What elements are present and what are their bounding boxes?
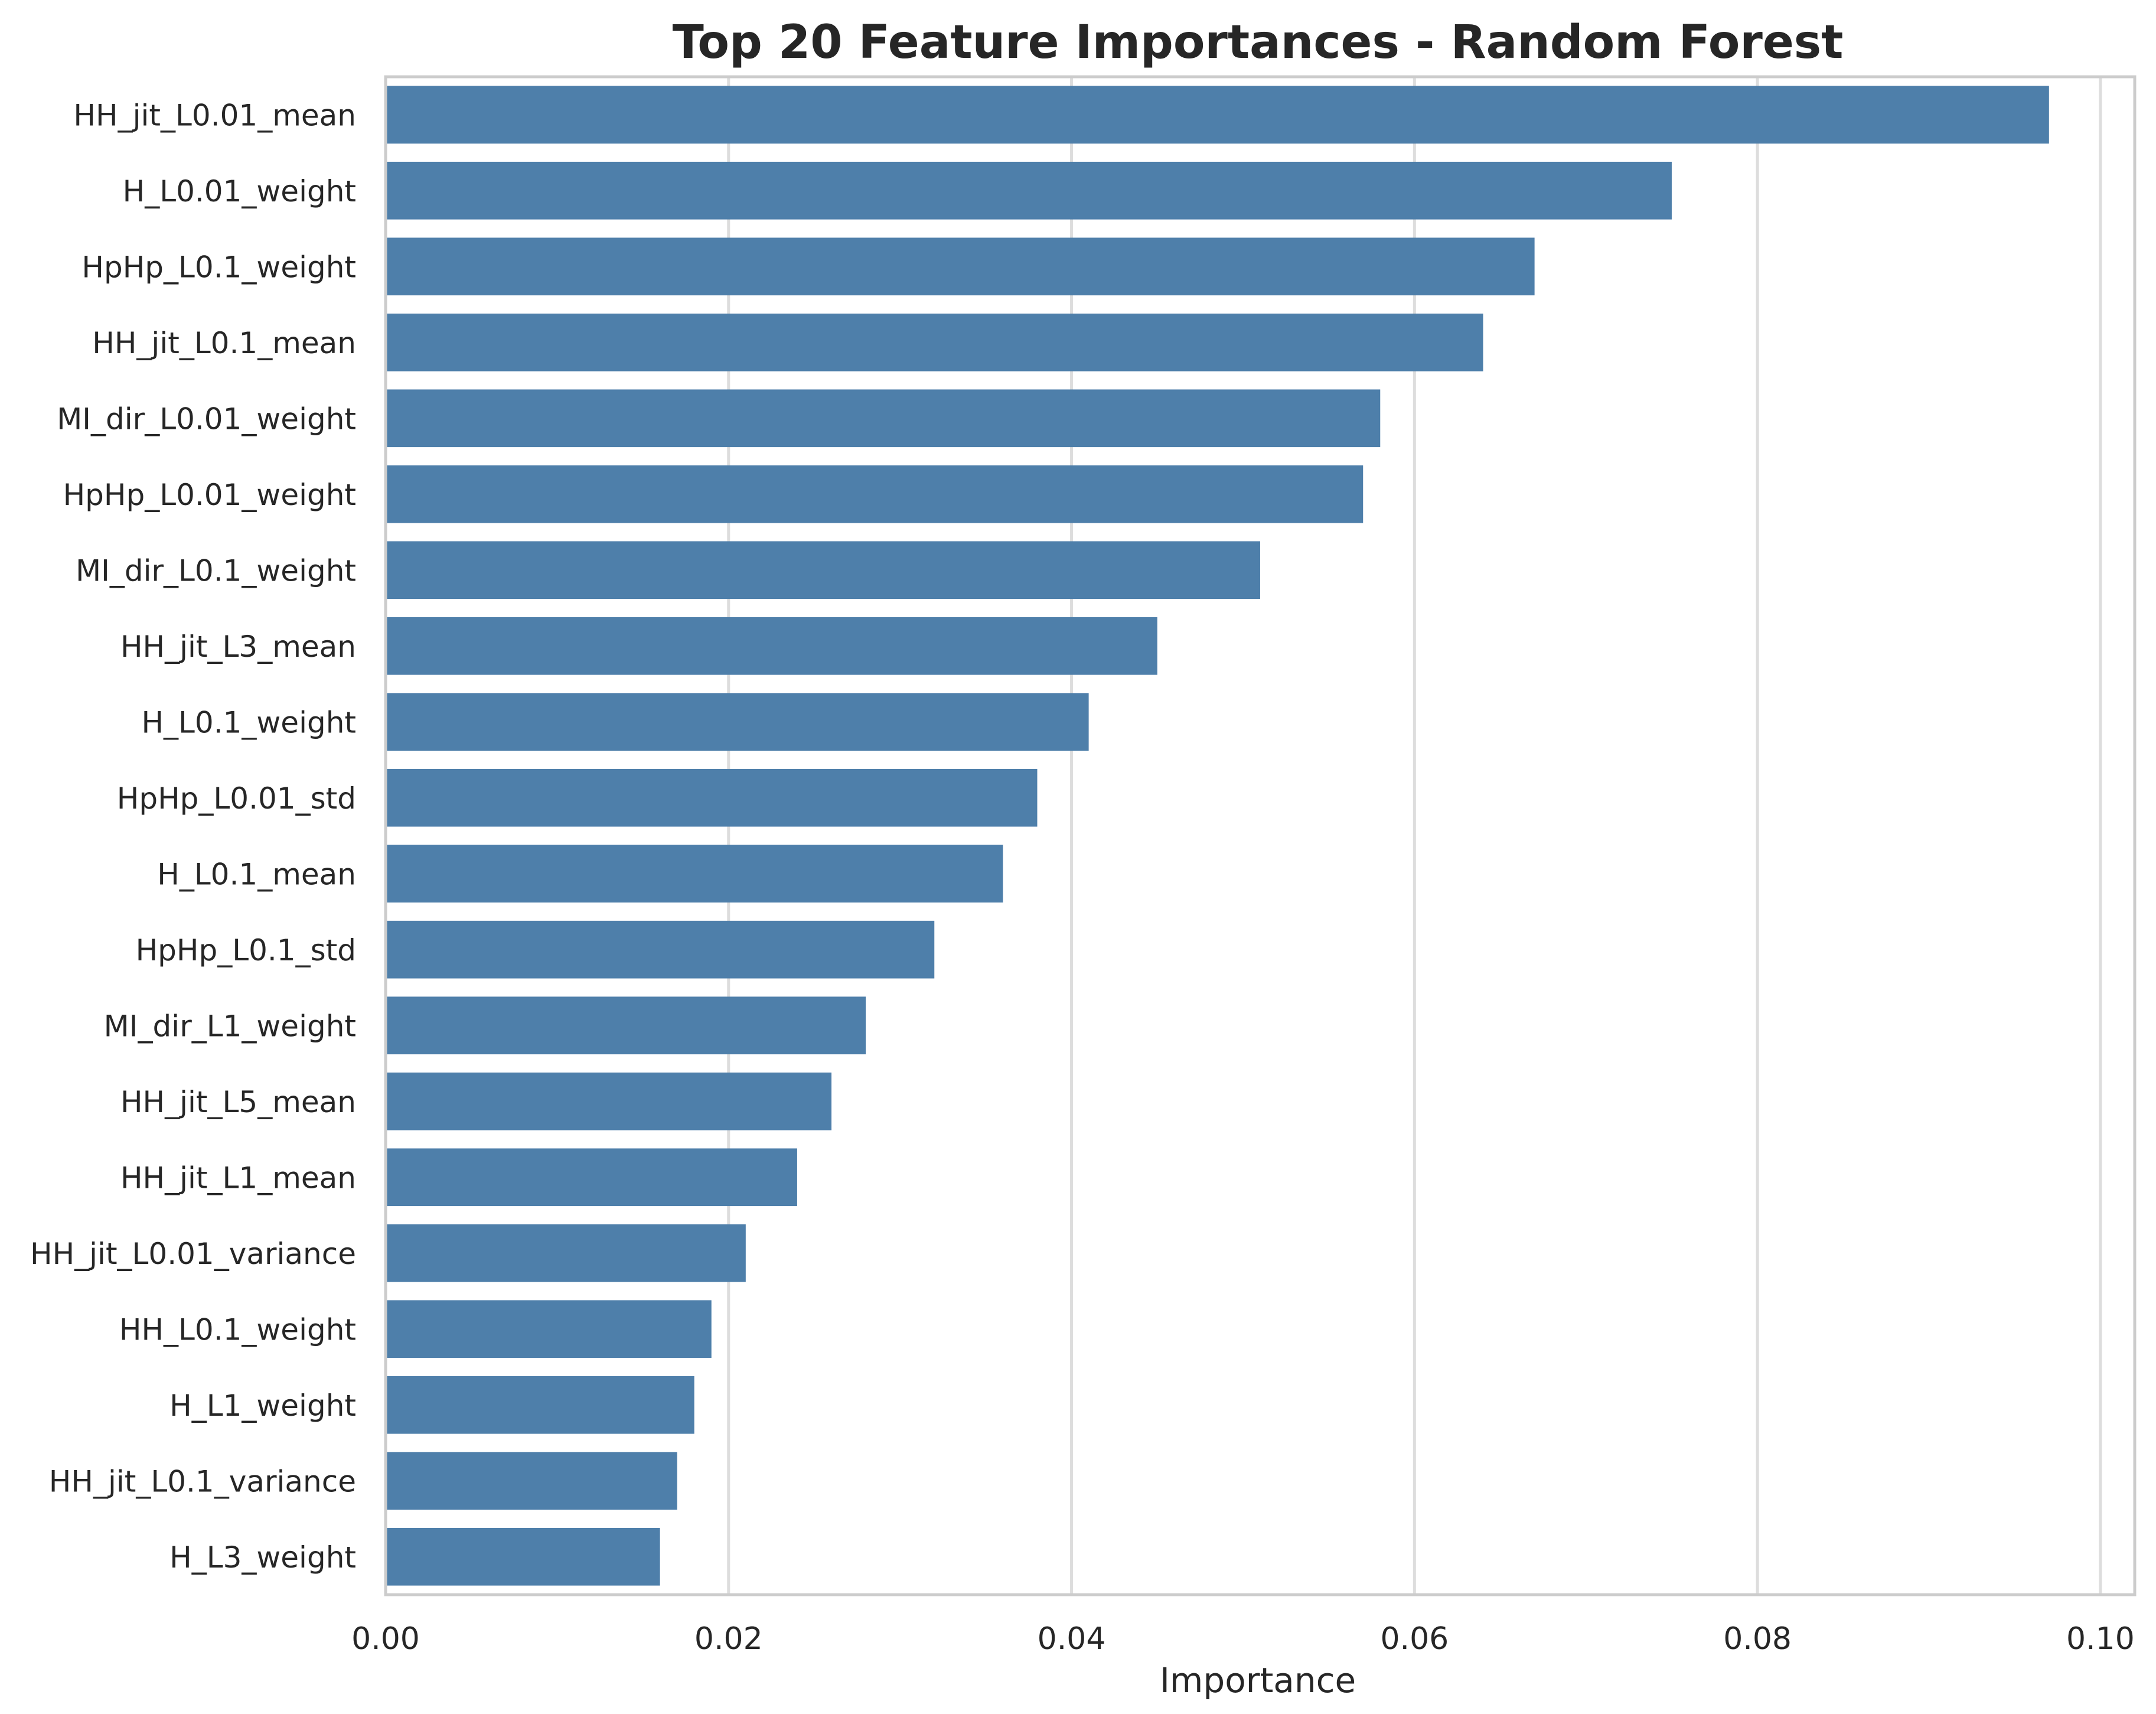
y-tick-label: HH_jit_L0.01_variance xyxy=(30,1237,356,1271)
bar xyxy=(386,1072,832,1130)
y-tick-label: HpHp_L0.01_std xyxy=(117,781,356,816)
y-tick-label: H_L0.01_weight xyxy=(123,174,356,208)
plot-frame xyxy=(384,75,2137,1596)
bar xyxy=(386,845,1003,903)
y-tick-label: MI_dir_L0.1_weight xyxy=(76,553,356,588)
y-tick-label: HH_jit_L3_mean xyxy=(120,630,356,664)
x-tick-label: 0.10 xyxy=(2066,1621,2135,1657)
bar xyxy=(386,920,935,979)
y-tick-label: MI_dir_L0.01_weight xyxy=(57,402,356,436)
y-tick-label: HH_L0.1_weight xyxy=(119,1312,356,1347)
bar xyxy=(386,1148,797,1207)
y-tick-label: HpHp_L0.01_weight xyxy=(63,478,356,512)
y-tick-label: HpHp_L0.1_weight xyxy=(81,250,356,284)
bar xyxy=(386,1376,694,1434)
bar xyxy=(386,1224,746,1282)
bar xyxy=(386,313,1483,372)
x-tick-label: 0.08 xyxy=(1723,1621,1792,1657)
bar xyxy=(386,389,1381,448)
y-tick-label: HH_jit_L1_mean xyxy=(120,1161,356,1195)
x-tick-label: 0.00 xyxy=(351,1621,420,1657)
bar xyxy=(386,1452,677,1510)
y-tick-label: HpHp_L0.1_std xyxy=(136,933,356,967)
y-tick-label: HH_jit_L0.1_variance xyxy=(49,1464,356,1498)
x-tick-label: 0.04 xyxy=(1038,1621,1106,1657)
bar xyxy=(386,541,1260,599)
bar xyxy=(386,1300,712,1358)
bar xyxy=(386,768,1038,827)
bars xyxy=(386,86,2049,1586)
bar xyxy=(386,237,1535,296)
bar xyxy=(386,1527,660,1586)
x-tick-label: 0.06 xyxy=(1380,1621,1449,1657)
y-tick-label: HH_jit_L5_mean xyxy=(120,1085,356,1119)
y-tick-label: HH_jit_L0.1_mean xyxy=(92,326,356,360)
bar xyxy=(386,86,2049,144)
bar xyxy=(386,996,866,1055)
x-axis-label: Importance xyxy=(1160,1660,1356,1700)
chart-title: Top 20 Feature Importances - Random Fore… xyxy=(673,16,1844,69)
x-tick-label: 0.02 xyxy=(694,1621,763,1657)
y-tick-label: H_L0.1_weight xyxy=(141,705,356,739)
x-tick-labels: 0.00 0.02 0.04 0.06 0.08 0.10 xyxy=(351,1621,2135,1657)
y-tick-label: H_L3_weight xyxy=(169,1540,356,1575)
bar xyxy=(386,465,1364,523)
y-tick-label: HH_jit_L0.01_mean xyxy=(73,98,356,132)
bar xyxy=(386,617,1157,675)
bar xyxy=(386,161,1672,220)
bar xyxy=(386,693,1089,751)
y-tick-labels: HH_jit_L0.01_mean H_L0.01_weight HpHp_L0.1… xyxy=(30,98,356,1575)
y-tick-label: H_L0.1_mean xyxy=(157,857,356,891)
y-tick-label: MI_dir_L1_weight xyxy=(104,1009,356,1043)
y-tick-label: H_L1_weight xyxy=(169,1389,356,1423)
